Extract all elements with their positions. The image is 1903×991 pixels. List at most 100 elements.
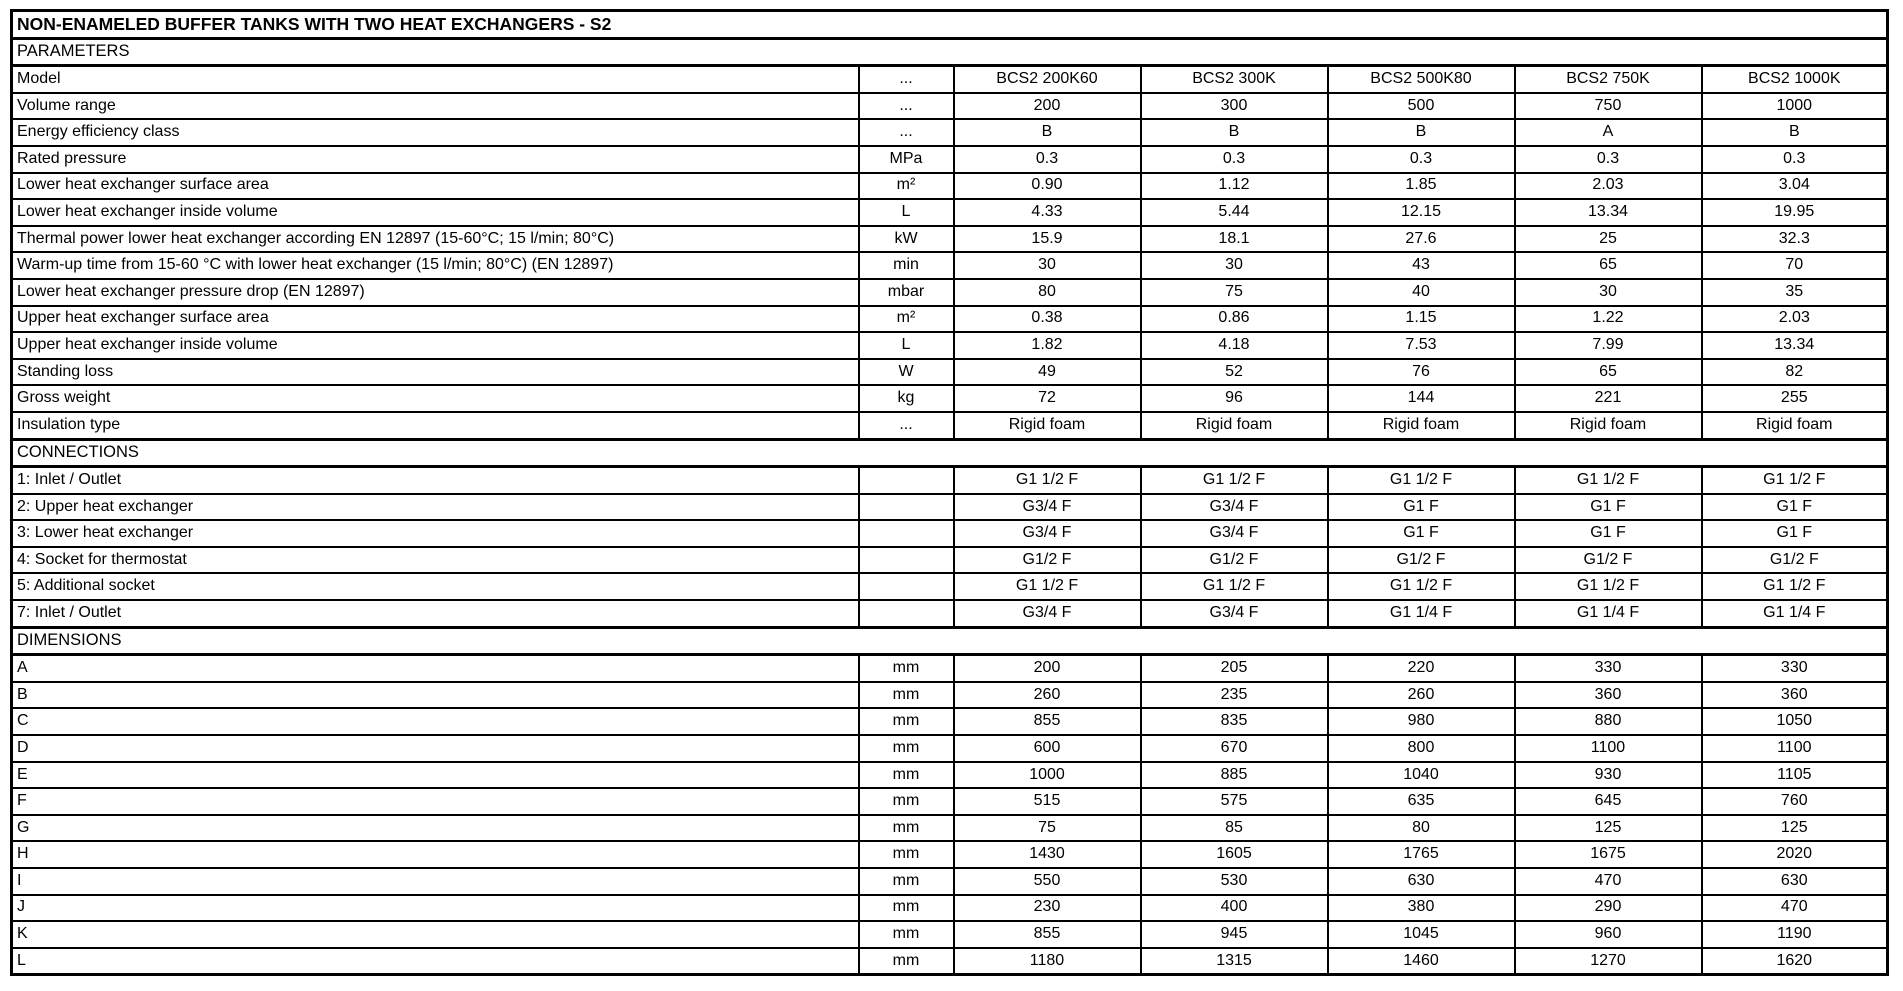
row-label: Insulation type	[10, 410, 860, 441]
cell-value: 2.03	[1513, 171, 1703, 201]
cell-value: G1 1/2 F	[1700, 465, 1889, 495]
table-row: Standing loss W 49 52 76 65 82	[10, 357, 1889, 387]
row-label: Thermal power lower heat exchanger accor…	[10, 224, 860, 254]
row-label: J	[10, 893, 860, 923]
cell-value: 65	[1513, 357, 1703, 387]
cell-value: 1460	[1326, 946, 1516, 976]
row-label: Volume range	[10, 91, 860, 121]
cell-value: G1 1/4 F	[1700, 599, 1889, 629]
row-label: Model	[10, 64, 860, 94]
row-label: Rated pressure	[10, 144, 860, 174]
row-label: H	[10, 840, 860, 869]
cell-value: 960	[1513, 920, 1703, 949]
cell-value: 515	[952, 787, 1142, 816]
row-unit: ...	[857, 64, 955, 94]
cell-value: Rigid foam	[1326, 410, 1516, 441]
row-label: Upper heat exchanger inside volume	[10, 331, 860, 360]
section-row-parameters: PARAMETERS	[10, 36, 1889, 68]
cell-value: 235	[1139, 680, 1329, 710]
cell-value: 670	[1139, 734, 1329, 763]
cell-value: 125	[1513, 813, 1703, 843]
cell-value: 645	[1513, 787, 1703, 816]
row-label: Lower heat exchanger inside volume	[10, 198, 860, 227]
cell-value: 230	[952, 893, 1142, 923]
cell-value: 1.22	[1513, 304, 1703, 334]
cell-value: 470	[1513, 867, 1703, 896]
section-row-connections: CONNECTIONS	[10, 437, 1889, 469]
cell-value: 1100	[1513, 734, 1703, 763]
cell-value: G1 1/2 F	[1326, 465, 1516, 495]
cell-value: 19.95	[1700, 198, 1889, 227]
cell-value: 13.34	[1513, 198, 1703, 227]
row-unit: mm	[857, 734, 955, 763]
cell-value: 30	[1139, 251, 1329, 280]
row-unit: ...	[857, 91, 955, 121]
row-unit: mm	[857, 760, 955, 790]
cell-value: 760	[1700, 787, 1889, 816]
row-unit	[857, 599, 955, 629]
cell-value: 15.9	[952, 224, 1142, 254]
cell-value: 2.03	[1700, 304, 1889, 334]
cell-value: 200	[952, 91, 1142, 121]
section-header-connections: CONNECTIONS	[10, 437, 1889, 469]
cell-value: BCS2 200K60	[952, 64, 1142, 94]
row-label: 7: Inlet / Outlet	[10, 599, 860, 629]
row-label: 5: Additional socket	[10, 572, 860, 602]
cell-value: 300	[1139, 91, 1329, 121]
row-unit: m²	[857, 304, 955, 334]
cell-value: 0.3	[1513, 144, 1703, 174]
cell-value: 575	[1139, 787, 1329, 816]
cell-value: 500	[1326, 91, 1516, 121]
cell-value: G3/4 F	[952, 519, 1142, 548]
table-row: Lower heat exchanger inside volume L 4.33 5…	[10, 198, 1889, 227]
buffer-tank-spec-table: NON-ENAMELED BUFFER TANKS WITH TWO HEAT …	[10, 9, 1890, 977]
cell-value: 7.53	[1326, 331, 1516, 360]
cell-value: Rigid foam	[1513, 410, 1703, 441]
spec-table-body: NON-ENAMELED BUFFER TANKS WITH TWO HEAT …	[10, 9, 1889, 976]
cell-value: 43	[1326, 251, 1516, 280]
cell-value: 40	[1326, 277, 1516, 307]
cell-value: G1 F	[1326, 492, 1516, 522]
cell-value: G1 1/4 F	[1513, 599, 1703, 629]
cell-value: 1675	[1513, 840, 1703, 869]
row-label: D	[10, 734, 860, 763]
row-label: F	[10, 787, 860, 816]
cell-value: 530	[1139, 867, 1329, 896]
row-unit	[857, 572, 955, 602]
cell-value: 380	[1326, 893, 1516, 923]
row-label: E	[10, 760, 860, 790]
cell-value: 13.34	[1700, 331, 1889, 360]
cell-value: 0.38	[952, 304, 1142, 334]
table-row: 7: Inlet / Outlet G3/4 F G3/4 F G1 1/4 F G1 …	[10, 599, 1889, 629]
row-label: 3: Lower heat exchanger	[10, 519, 860, 548]
cell-value: 880	[1513, 707, 1703, 737]
cell-value: 255	[1700, 384, 1889, 413]
cell-value: 221	[1513, 384, 1703, 413]
cell-value: 1.82	[952, 331, 1142, 360]
cell-value: G1 F	[1700, 519, 1889, 548]
cell-value: 4.18	[1139, 331, 1329, 360]
row-unit: kg	[857, 384, 955, 413]
cell-value: G1/2 F	[1139, 545, 1329, 575]
cell-value: 125	[1700, 813, 1889, 843]
cell-value: 96	[1139, 384, 1329, 413]
cell-value: B	[1139, 118, 1329, 147]
cell-value: 600	[952, 734, 1142, 763]
cell-value: 0.3	[1139, 144, 1329, 174]
row-label: G	[10, 813, 860, 843]
cell-value: 1430	[952, 840, 1142, 869]
table-row: Upper heat exchanger inside volume L 1.82 4…	[10, 331, 1889, 360]
cell-value: G1 F	[1513, 519, 1703, 548]
row-label: 4: Socket for thermostat	[10, 545, 860, 575]
cell-value: 12.15	[1326, 198, 1516, 227]
row-unit: kW	[857, 224, 955, 254]
cell-value: G1 1/2 F	[1700, 572, 1889, 602]
title-row: NON-ENAMELED BUFFER TANKS WITH TWO HEAT …	[10, 9, 1889, 40]
cell-value: 630	[1326, 867, 1516, 896]
cell-value: G1 1/2 F	[952, 465, 1142, 495]
cell-value: 360	[1700, 680, 1889, 710]
cell-value: 1.12	[1139, 171, 1329, 201]
